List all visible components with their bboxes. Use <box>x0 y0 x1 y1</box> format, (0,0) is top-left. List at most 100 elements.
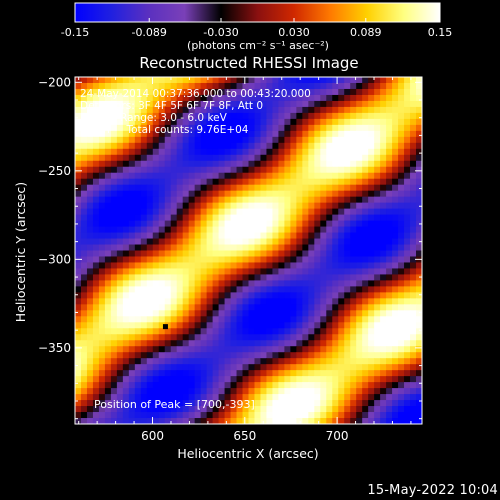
heatmap-cell <box>362 124 369 132</box>
heatmap-cell <box>404 214 411 222</box>
heatmap-cell <box>290 358 297 365</box>
heatmap-cell <box>350 196 357 204</box>
heatmap-cell <box>110 82 118 90</box>
heatmap-cell <box>116 226 124 234</box>
heatmap-cell <box>398 340 405 347</box>
heatmap-cell <box>146 82 154 90</box>
heatmap-cell <box>104 388 112 395</box>
heatmap-cell <box>350 172 357 180</box>
heatmap-cell <box>158 418 166 424</box>
heatmap-cell <box>374 400 381 407</box>
heatmap-cell <box>272 340 280 347</box>
heatmap-cell <box>254 77 262 84</box>
heatmap-cell <box>236 118 244 126</box>
heatmap-cell <box>146 268 154 276</box>
annotation-block: 24-May-2014 00:37:36.000 to 00:43:20.000… <box>80 88 311 136</box>
heatmap-cell <box>86 394 94 401</box>
heatmap-cell <box>356 340 363 347</box>
heatmap-cell <box>332 154 339 162</box>
heatmap-cell <box>110 352 118 359</box>
heatmap-cell <box>134 400 142 407</box>
heatmap-cell <box>164 352 172 359</box>
heatmap-cell <box>116 274 124 282</box>
heatmap-cell <box>260 310 268 317</box>
heatmap-cell <box>182 244 190 252</box>
heatmap-cell <box>254 286 262 293</box>
heatmap-cell <box>410 94 417 102</box>
colorbar-ticks: -0.15 -0.089 -0.030 0.030 0.089 0.15 <box>61 18 452 39</box>
heatmap-cell <box>314 238 321 246</box>
heatmap-cell <box>110 292 118 299</box>
x-tick-label: 650 <box>233 429 256 443</box>
heatmap-cell <box>146 388 154 395</box>
heatmap-cell <box>110 346 118 353</box>
heatmap-cell <box>374 220 381 228</box>
heatmap-cell <box>212 274 220 282</box>
heatmap-cell <box>86 130 94 138</box>
heatmap-cell <box>404 94 411 102</box>
heatmap-cell <box>290 280 297 287</box>
heatmap-cell <box>236 220 244 228</box>
heatmap-cell <box>380 358 387 365</box>
heatmap-cell <box>152 124 160 132</box>
heatmap-cell <box>362 94 369 102</box>
heatmap-cell <box>158 394 166 401</box>
heatmap-cell <box>128 256 136 264</box>
heatmap-cell <box>140 130 148 138</box>
heatmap-cell <box>152 340 160 347</box>
heatmap-cell <box>92 238 100 246</box>
heatmap-cell <box>248 256 256 264</box>
heatmap-cell <box>308 322 315 329</box>
heatmap-cell <box>284 106 291 114</box>
heatmap-cell <box>320 334 327 341</box>
heatmap-image <box>75 77 422 424</box>
heatmap-cell <box>134 358 142 365</box>
heatmap-cell <box>332 310 339 317</box>
heatmap-cell <box>284 136 291 144</box>
heatmap-cell <box>254 112 262 120</box>
heatmap-cell <box>134 160 142 168</box>
heatmap-cell <box>218 346 226 353</box>
heatmap-cell <box>362 340 369 347</box>
heatmap-cell <box>224 358 232 365</box>
heatmap-cell <box>338 268 345 276</box>
heatmap-cell <box>380 232 387 240</box>
heatmap-cell <box>302 148 309 156</box>
heatmap-cell <box>206 370 214 377</box>
heatmap-cell <box>410 244 417 252</box>
heatmap-cell <box>75 298 82 305</box>
heatmap-cell <box>164 358 172 365</box>
heatmap-cell <box>284 220 291 228</box>
heatmap-cell <box>260 154 268 162</box>
heatmap-cell <box>284 154 291 162</box>
heatmap-cell <box>182 286 190 293</box>
heatmap-cell <box>320 238 327 246</box>
heatmap-cell <box>248 280 256 287</box>
heatmap-cell <box>254 262 262 270</box>
heatmap-cell <box>254 268 262 276</box>
heatmap-cell <box>308 142 315 150</box>
heatmap-cell <box>152 202 160 210</box>
heatmap-cell <box>224 148 232 156</box>
heatmap-cell <box>212 160 220 168</box>
heatmap-cell <box>392 418 399 424</box>
heatmap-cell <box>206 364 214 371</box>
heatmap-cell <box>404 220 411 228</box>
heatmap-cell <box>206 220 214 228</box>
heatmap-cell <box>212 316 220 323</box>
heatmap-cell <box>338 130 345 138</box>
heatmap-cell <box>140 334 148 341</box>
heatmap-cell <box>320 94 327 102</box>
heatmap-cell <box>182 184 190 192</box>
heatmap-cell <box>368 340 375 347</box>
heatmap-cell <box>170 304 178 311</box>
heatmap-cell <box>278 226 285 234</box>
heatmap-cell <box>314 328 321 335</box>
heatmap-cell <box>224 394 232 401</box>
heatmap-cell <box>116 106 124 114</box>
heatmap-cell <box>242 394 250 401</box>
heatmap-cell <box>290 94 297 102</box>
heatmap-cell <box>320 412 327 419</box>
heatmap-cell <box>272 370 280 377</box>
heatmap-cell <box>308 77 315 84</box>
